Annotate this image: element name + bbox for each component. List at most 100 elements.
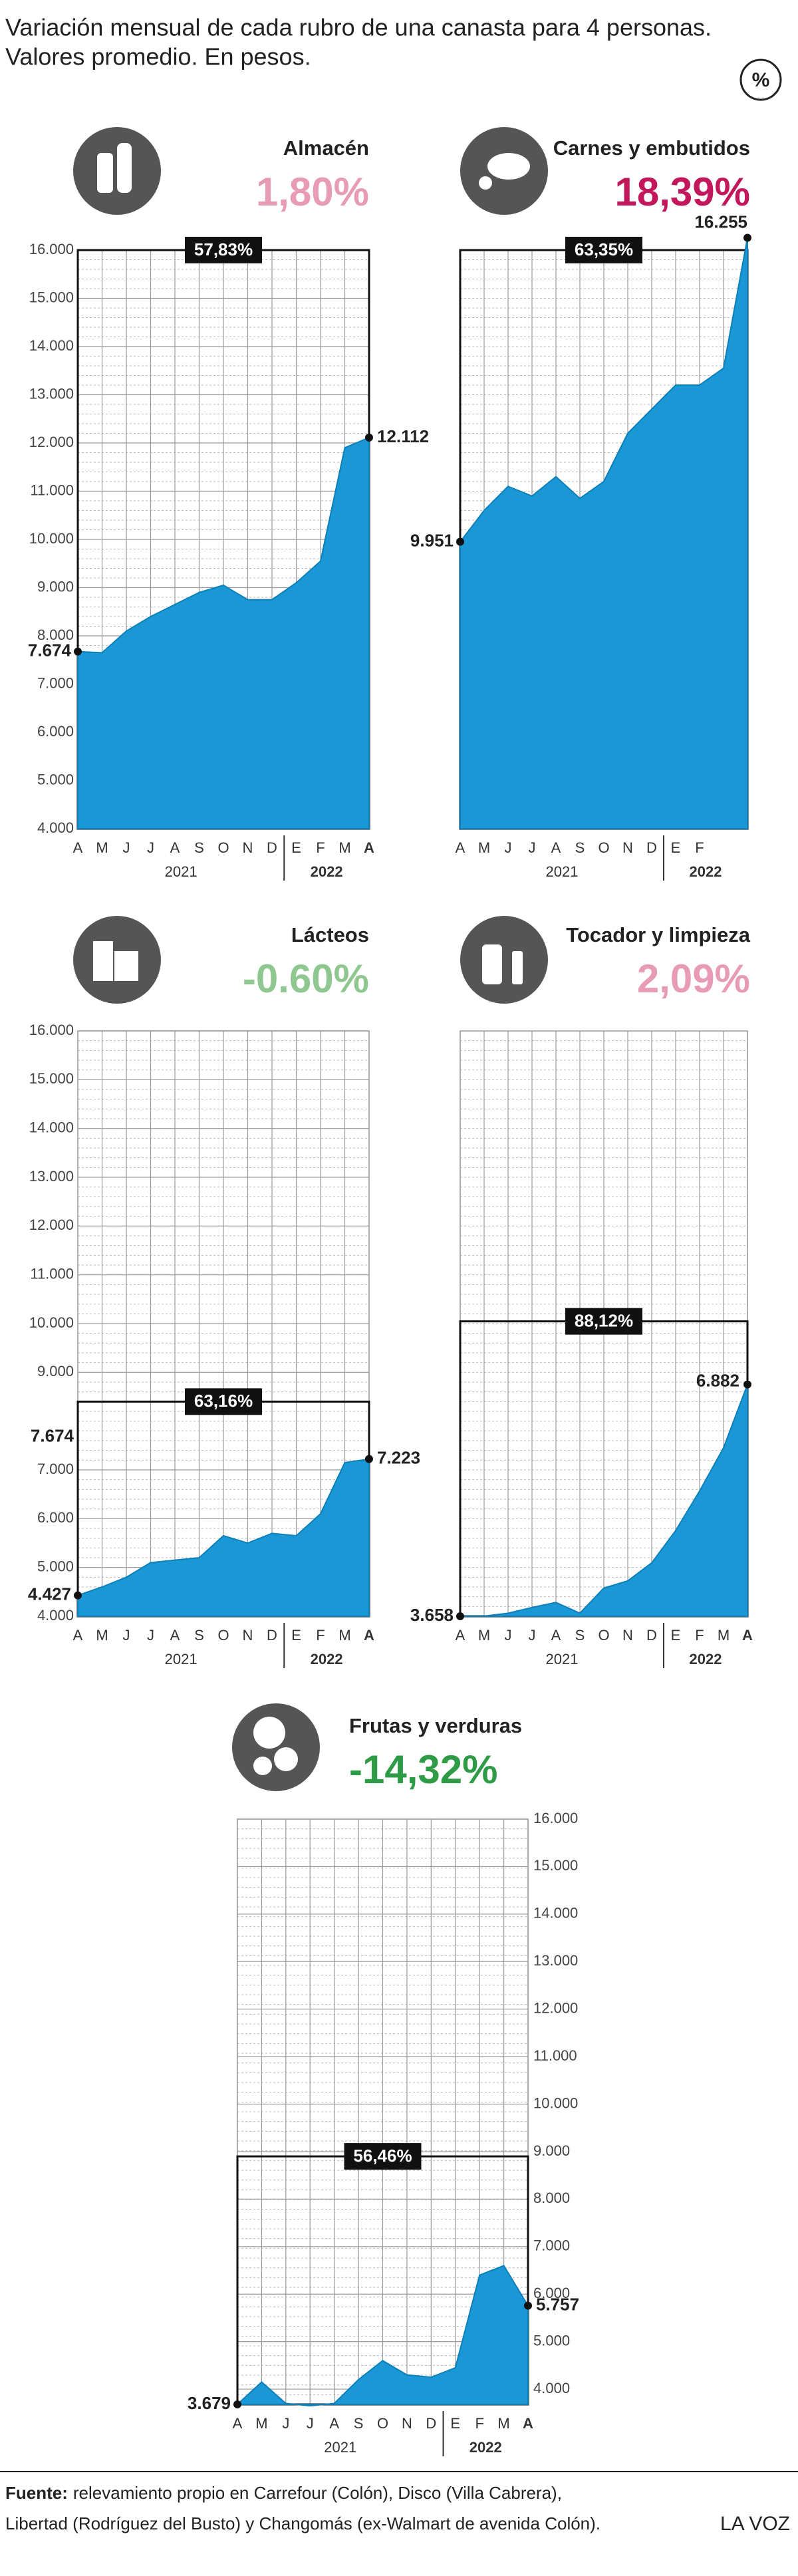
x-tick-label: M [96,839,108,856]
source-line: Libertad (Rodríguez del Busto) y Changom… [5,2513,600,2533]
brand: LA VOZ [720,2513,790,2535]
x-tick-label: E [671,839,681,856]
x-tick-label: F [695,839,704,856]
x-tick-label: A [364,1627,374,1644]
x-tick-label: J [529,839,536,856]
y-tick-label: 12.000 [29,434,74,450]
x-tick-label: A [456,1627,466,1644]
y-tick-label: 7.000 [533,2237,570,2254]
x-tick-label: A [456,839,466,856]
x-tick-label: D [646,839,657,856]
year-label: 2022 [690,863,722,880]
x-tick-label: F [475,2415,483,2432]
change: -0.60% [243,956,369,1001]
x-tick-label: N [402,2415,412,2432]
x-tick-label: M [497,2415,509,2432]
y-tick-label: 16.000 [29,241,74,257]
y-tick-label: 9.000 [533,2142,570,2159]
x-tick-label: E [450,2415,460,2432]
point [233,2400,241,2408]
x-tick-label: O [217,839,229,856]
x-tick-label: S [194,839,204,856]
area [460,237,748,829]
x-tick-label: A [551,839,561,856]
y-tick-label: 5.000 [533,2332,570,2349]
y-tick-label: 11.000 [533,2047,577,2064]
source-line: relevamiento propio en Carrefour (Colón)… [73,2483,562,2503]
year-label: 2022 [311,863,343,880]
y-tick-label: 14.000 [533,1905,578,1922]
y-tick-label: 5.000 [37,771,74,787]
x-tick-label: A [170,839,180,856]
x-tick-label: A [523,2415,533,2432]
value-label: 3.679 [188,2393,231,2413]
y-tick-label: 13.000 [29,1168,74,1185]
x-tick-label: J [123,1627,130,1644]
y-tick-label: 13.000 [29,385,74,402]
x-tick-label: J [147,839,154,856]
y-tick-label: 15.000 [29,1070,74,1087]
x-tick-label: E [671,1627,681,1644]
chart-title: Almacén [283,136,369,160]
year-label: 2022 [690,1651,722,1667]
x-tick-label: S [575,1627,585,1644]
x-tick-label: E [291,839,301,856]
y-tick-label: 4.000 [37,1607,74,1624]
x-tick-label: N [622,839,633,856]
y-tick-label: 10.000 [533,2094,578,2111]
x-tick-label: D [267,1627,277,1644]
x-tick-label: A [73,1627,83,1644]
point [524,2301,532,2310]
x-tick-label: M [478,1627,490,1644]
y-tick-label: 16.000 [533,1810,578,1826]
x-tick-label: O [598,1627,609,1644]
box-label-bg [565,1308,642,1335]
area [460,1384,748,1617]
year-label: 2021 [165,1651,198,1667]
chart-title: Carnes y embutidos [553,136,750,160]
y-tick-label: 16.000 [29,1022,74,1038]
y-tick-label: 4.000 [533,2380,570,2396]
x-tick-label: J [123,839,130,856]
x-tick-label: E [291,1627,301,1644]
y-tick-label: 13.000 [533,1952,578,1969]
box-label: 63,35% [575,239,633,259]
badge: % [752,69,770,91]
x-tick-label: S [354,2415,364,2432]
value-label: 3.658 [410,1605,454,1625]
year-label: 2021 [546,863,579,880]
x-tick-label: M [338,1627,350,1644]
x-tick-label: S [194,1627,204,1644]
x-tick-label: M [338,839,350,856]
y-tick-label: 10.000 [29,530,74,547]
x-tick-label: J [505,839,512,856]
y-tick-label: 4.000 [37,819,74,836]
y-tick-label: 6.000 [37,723,74,740]
point [365,1455,373,1463]
value-label: 4.427 [28,1584,71,1604]
x-tick-label: N [243,839,253,856]
y-tick-label: 9.000 [37,578,74,595]
box-label: 57,83% [194,239,253,259]
y-tick-label: 11.000 [30,482,74,498]
area [235,2265,529,2407]
x-tick-label: O [598,839,609,856]
year-label: 2022 [469,2439,502,2456]
box-label-bg [185,1388,262,1415]
y-tick-label: 6.000 [37,1509,74,1526]
y-tick-label: 14.000 [29,337,74,354]
value-label: 5.757 [536,2294,579,2314]
x-tick-label: S [575,839,585,856]
box-label: 56,46% [353,2146,412,2166]
box-label-bg [185,237,262,263]
y-tick-label: 8.000 [533,2190,570,2206]
point [456,537,464,546]
y-tick-label: 14.000 [29,1119,74,1135]
x-tick-label: O [217,1627,229,1644]
box-label: 63,16% [194,1391,253,1411]
x-tick-label: A [364,839,374,856]
x-tick-label: O [377,2415,388,2432]
x-tick-label: J [307,2415,314,2432]
title-line: Valores promedio. En pesos. [5,43,311,71]
change: 18,39% [615,170,751,214]
